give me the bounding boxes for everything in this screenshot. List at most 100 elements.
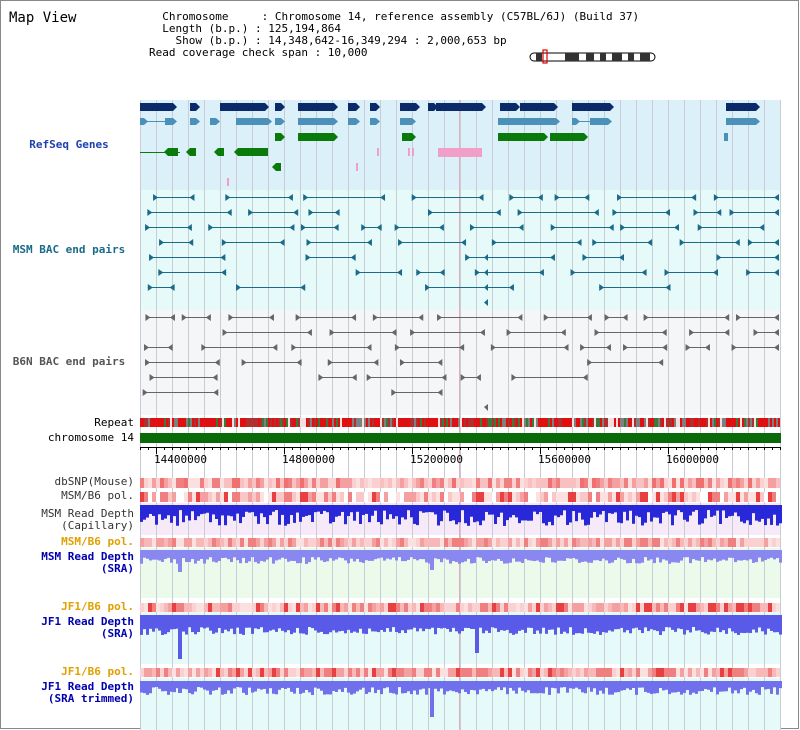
heat-cell bbox=[764, 492, 768, 502]
heat-cell bbox=[516, 668, 520, 677]
depth-bar bbox=[491, 681, 494, 692]
bac-end bbox=[618, 254, 624, 261]
repeat-segment bbox=[610, 418, 612, 427]
depth-bar bbox=[752, 550, 755, 563]
heat-cell bbox=[732, 668, 736, 677]
gene-arrow bbox=[334, 103, 338, 111]
depth-bar bbox=[587, 505, 590, 525]
heat-cell bbox=[300, 478, 304, 488]
heat-cell bbox=[348, 603, 352, 612]
depth-bar bbox=[314, 681, 317, 688]
heat-cell bbox=[328, 668, 332, 677]
heat-cell bbox=[564, 668, 568, 677]
heat-cell bbox=[704, 603, 708, 612]
depth-bar bbox=[599, 681, 602, 691]
heat-cell bbox=[688, 478, 692, 488]
bac-end bbox=[712, 269, 718, 276]
depth-bar bbox=[353, 681, 356, 694]
heat-cell bbox=[424, 668, 428, 677]
heat-cell bbox=[560, 603, 564, 612]
heat-cell bbox=[588, 492, 592, 502]
depth-bar bbox=[572, 615, 575, 635]
gene-arrow bbox=[556, 118, 560, 125]
bac-end bbox=[693, 209, 699, 216]
heat-cell bbox=[448, 603, 452, 612]
depth-bar bbox=[416, 615, 419, 632]
bac-end bbox=[474, 269, 480, 276]
heat-cell bbox=[596, 603, 600, 612]
bac-end bbox=[439, 269, 445, 276]
bac-end bbox=[587, 359, 593, 366]
heat-cell bbox=[776, 538, 780, 547]
heat-cell bbox=[352, 603, 356, 612]
depth-bar bbox=[389, 505, 392, 515]
depth-bar bbox=[335, 681, 338, 692]
repeat-segment bbox=[756, 418, 758, 427]
depth-bar bbox=[731, 615, 734, 632]
heat-cell bbox=[536, 478, 540, 488]
bac-end bbox=[208, 224, 214, 231]
heat-cell bbox=[556, 492, 560, 502]
heat-cell bbox=[372, 478, 376, 488]
track-label-msm-bac[interactable]: MSM BAC end pairs bbox=[12, 243, 126, 256]
repeat-segment bbox=[164, 418, 166, 427]
repeat-segment bbox=[776, 418, 778, 427]
heat-cell bbox=[160, 478, 164, 488]
depth-bar bbox=[605, 550, 608, 561]
heat-cell bbox=[776, 492, 780, 502]
bac-end bbox=[622, 314, 628, 321]
depth-bar bbox=[362, 615, 365, 634]
bac-end bbox=[582, 254, 588, 261]
heat-cell bbox=[444, 478, 448, 488]
heat-cell bbox=[312, 668, 316, 677]
repeat-segment bbox=[750, 418, 752, 427]
depth-bar bbox=[545, 615, 548, 634]
depth-bar bbox=[332, 615, 335, 631]
depth-bar bbox=[485, 550, 488, 563]
depth-bar bbox=[293, 681, 296, 694]
bac-end bbox=[747, 239, 753, 246]
bac-end bbox=[205, 314, 211, 321]
heat-cell bbox=[524, 492, 528, 502]
depth-bar bbox=[260, 550, 263, 561]
ideogram-band bbox=[565, 53, 579, 61]
heat-cell bbox=[336, 492, 340, 502]
heat-cell bbox=[584, 478, 588, 488]
heat-cell bbox=[424, 538, 428, 547]
depth-bar bbox=[542, 681, 545, 694]
heat-cell bbox=[664, 492, 668, 502]
heat-cell bbox=[312, 538, 316, 547]
bac-end bbox=[189, 194, 195, 201]
repeat-segment bbox=[160, 418, 162, 427]
repeat-segment bbox=[390, 418, 392, 427]
heat-cell bbox=[648, 603, 652, 612]
heat-cell bbox=[252, 538, 256, 547]
repeat-segment bbox=[392, 418, 394, 427]
repeat-segment bbox=[370, 418, 372, 427]
heat-cell bbox=[472, 492, 476, 502]
track-label-refseq[interactable]: RefSeq Genes bbox=[29, 138, 109, 151]
depth-bar bbox=[590, 681, 593, 692]
repeat-segment bbox=[270, 418, 272, 427]
depth-bar bbox=[395, 550, 398, 561]
repeat-segment bbox=[222, 418, 224, 427]
heat-cell bbox=[372, 603, 376, 612]
depth-bar bbox=[410, 681, 413, 695]
heat-cell bbox=[544, 603, 548, 612]
heat-cell bbox=[716, 478, 720, 488]
bac-end bbox=[147, 284, 153, 291]
heat-cell bbox=[632, 478, 636, 488]
repeat-segment bbox=[618, 418, 620, 427]
depth-bar bbox=[281, 505, 284, 515]
depth-bar bbox=[152, 615, 155, 632]
repeat-segment bbox=[608, 418, 610, 427]
depth-bar bbox=[665, 505, 668, 512]
depth-bar bbox=[617, 681, 620, 693]
depth-bar bbox=[269, 681, 272, 689]
repeat-segment bbox=[364, 418, 366, 427]
depth-bar bbox=[398, 681, 401, 688]
heat-cell bbox=[344, 603, 348, 612]
repeat-segment bbox=[350, 418, 352, 427]
track-label-b6n-bac[interactable]: B6N BAC end pairs bbox=[12, 355, 126, 368]
heat-cell bbox=[460, 478, 464, 488]
